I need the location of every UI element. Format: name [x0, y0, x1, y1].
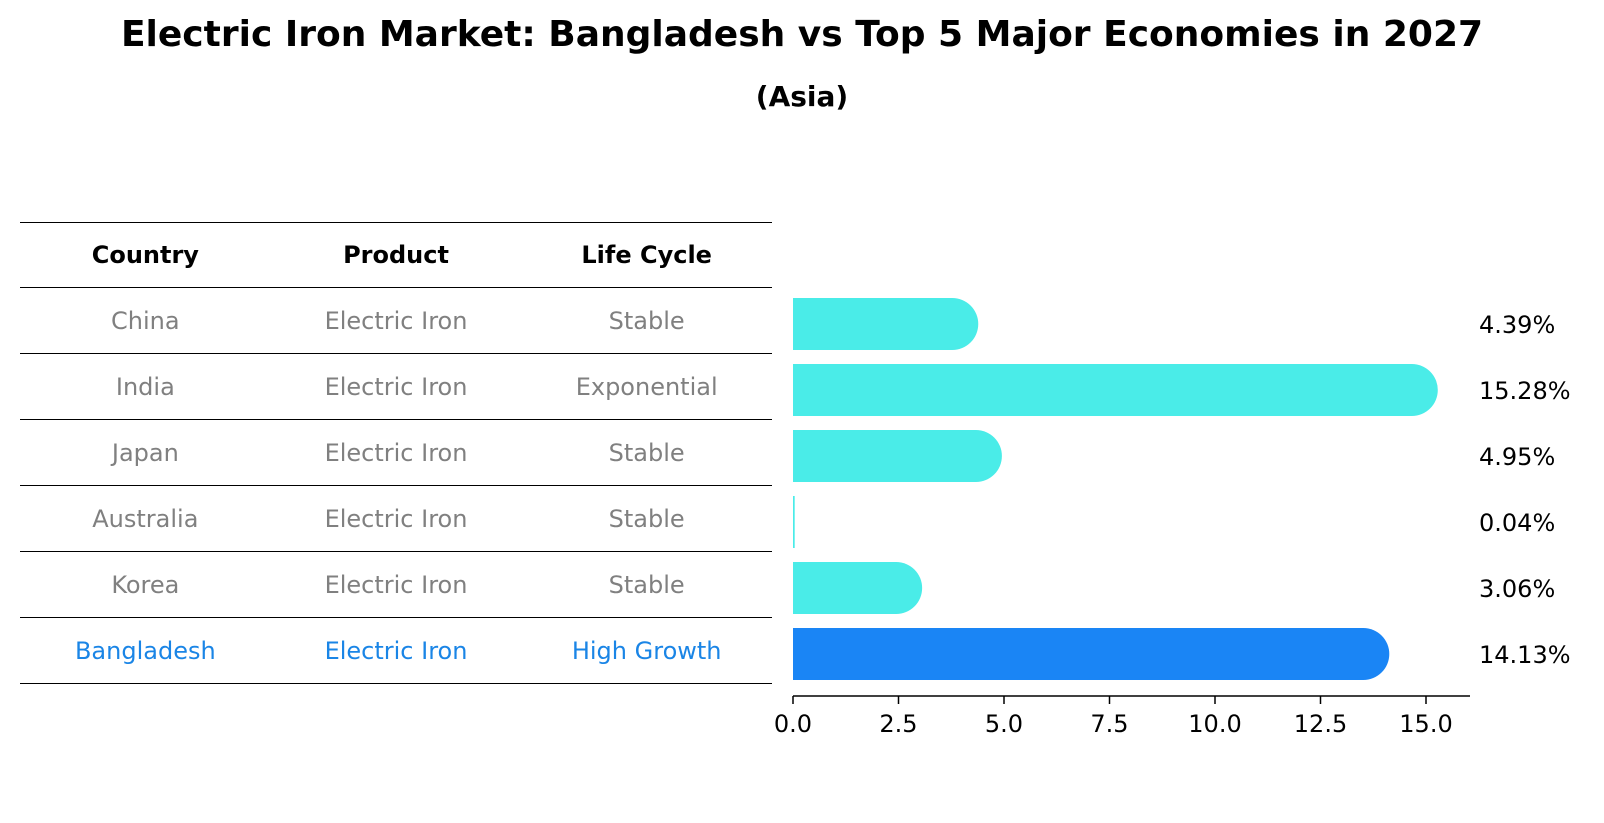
- table-row: Australia Electric Iron Stable: [20, 486, 772, 552]
- x-tick-label: 12.5: [1294, 710, 1347, 738]
- bar-japan: [793, 430, 1002, 482]
- bar-china: [793, 298, 979, 350]
- product-cell: Electric Iron: [324, 504, 468, 533]
- life-cycle-cell: Exponential: [575, 372, 718, 401]
- value-label-china: 4.39%: [1479, 311, 1555, 339]
- bar-australia: [793, 496, 795, 548]
- header-life-cycle: Life Cycle: [581, 241, 712, 269]
- x-tick-label: 7.5: [1090, 710, 1128, 738]
- value-label-bangladesh: 14.13%: [1479, 641, 1571, 669]
- product-cell: Electric Iron: [324, 306, 468, 335]
- table-row: Japan Electric Iron Stable: [20, 420, 772, 486]
- x-tick-label: 5.0: [985, 710, 1023, 738]
- x-tick-label: 0.0: [774, 710, 812, 738]
- product-cell: Electric Iron: [324, 636, 468, 665]
- life-cycle-cell: Stable: [608, 306, 685, 335]
- x-tick-label: 2.5: [879, 710, 917, 738]
- bar-india: [793, 364, 1438, 416]
- product-cell: Electric Iron: [324, 570, 468, 599]
- chart-subtitle: (Asia): [755, 80, 849, 113]
- x-tick-label: 15.0: [1399, 710, 1452, 738]
- table-header-row: Country Product Life Cycle: [20, 222, 772, 288]
- table-row: China Electric Iron Stable: [20, 288, 772, 354]
- table-row: Korea Electric Iron Stable: [20, 552, 772, 618]
- x-tick-label: 10.0: [1188, 710, 1241, 738]
- life-cycle-cell: Stable: [608, 438, 685, 467]
- country-cell: China: [111, 306, 180, 335]
- value-label-korea: 3.06%: [1479, 575, 1555, 603]
- life-cycle-cell: High Growth: [571, 636, 722, 665]
- country-cell: Bangladesh: [74, 636, 216, 665]
- life-cycle-cell: Stable: [608, 570, 685, 599]
- table-row: India Electric Iron Exponential: [20, 354, 772, 420]
- bar-korea: [793, 562, 923, 614]
- country-cell: Korea: [111, 570, 180, 599]
- header-country: Country: [91, 241, 199, 269]
- chart-title: Electric Iron Market: Bangladesh vs Top …: [120, 14, 1484, 55]
- country-cell: Japan: [111, 438, 179, 467]
- life-cycle-cell: Stable: [608, 504, 685, 533]
- bar-bangladesh: [793, 628, 1390, 680]
- table-row-highlight: Bangladesh Electric Iron High Growth: [20, 618, 772, 684]
- value-label-japan: 4.95%: [1479, 443, 1555, 471]
- value-label-australia: 0.04%: [1479, 509, 1555, 537]
- product-cell: Electric Iron: [324, 438, 468, 467]
- value-label-india: 15.28%: [1479, 377, 1571, 405]
- header-product: Product: [343, 241, 449, 269]
- product-cell: Electric Iron: [324, 372, 468, 401]
- country-cell: Australia: [92, 504, 199, 533]
- country-table: Country Product Life Cycle China Electri…: [20, 222, 772, 684]
- country-cell: India: [115, 372, 175, 401]
